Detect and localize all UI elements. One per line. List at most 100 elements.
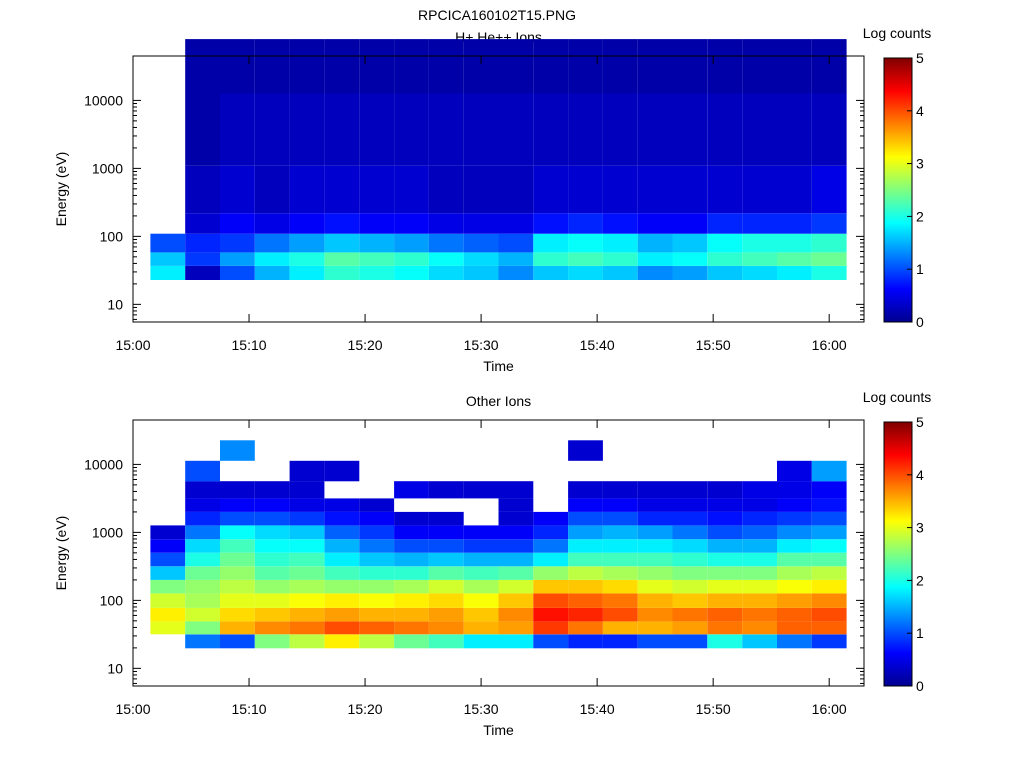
heatmap-cell xyxy=(777,552,812,567)
heatmap-cell xyxy=(707,566,743,580)
heatmap-cell xyxy=(150,579,186,594)
heatmap-cell xyxy=(359,93,395,166)
heatmap-cell xyxy=(359,539,395,553)
heatmap-cell xyxy=(359,525,395,540)
heatmap-cell xyxy=(463,552,499,567)
heatmap-cell xyxy=(672,481,708,499)
heatmap-cell xyxy=(777,593,812,608)
heatmap-cell xyxy=(394,593,429,608)
heatmap-cell xyxy=(602,252,638,266)
heatmap-cell xyxy=(672,165,708,214)
heatmap-cell xyxy=(498,566,534,580)
heatmap-cell xyxy=(254,39,290,94)
heatmap-cell xyxy=(707,511,743,526)
heatmap-cell xyxy=(428,539,464,553)
heatmap-cell xyxy=(289,511,325,526)
heatmap-cell xyxy=(254,213,290,234)
heatmap-cell xyxy=(777,579,812,594)
heatmap-cell xyxy=(289,165,325,214)
heatmap-cell xyxy=(498,634,534,649)
heatmap-cell xyxy=(324,39,360,94)
heatmap-cell xyxy=(289,213,325,234)
heatmap-cell xyxy=(811,607,847,622)
heatmap-cell xyxy=(672,566,708,580)
heatmap-cell xyxy=(637,39,673,94)
heatmap-cell xyxy=(324,539,360,553)
heatmap-cell xyxy=(428,634,464,649)
heatmap-cell xyxy=(811,511,847,526)
heatmap-cell xyxy=(742,481,777,499)
heatmap-cell xyxy=(254,165,290,214)
heatmap-cell xyxy=(707,233,743,253)
heatmap-cell xyxy=(602,525,638,540)
heatmap-cell xyxy=(742,607,777,622)
heatmap-cell xyxy=(707,593,743,608)
heatmap-cell xyxy=(811,593,847,608)
heatmap-cell xyxy=(324,525,360,540)
heatmap-cell xyxy=(498,525,534,540)
heatmap-cell xyxy=(777,481,812,499)
heatmap-cell xyxy=(428,621,464,635)
heatmap-cell xyxy=(220,213,255,234)
heatmap-cell xyxy=(742,498,777,512)
heatmap-cell xyxy=(742,593,777,608)
heatmap-cell xyxy=(359,607,395,622)
heatmap-cell xyxy=(533,93,569,166)
colorbar-tick-label: 4 xyxy=(916,103,924,119)
heatmap-cell xyxy=(289,39,325,94)
heatmap-cell xyxy=(428,39,464,94)
heatmap-cell xyxy=(359,593,395,608)
x-axis-label: Time xyxy=(483,358,514,374)
heatmap-cell xyxy=(185,481,220,499)
heatmap-cell xyxy=(324,165,360,214)
heatmap-cell xyxy=(428,265,464,280)
heatmap-cell xyxy=(811,165,847,214)
heatmap-cell xyxy=(428,579,464,594)
heatmap-cell xyxy=(185,460,220,482)
x-tick-label: 16:00 xyxy=(812,701,847,717)
heatmap-cell xyxy=(533,525,569,540)
colorbar xyxy=(883,57,913,323)
heatmap-cell xyxy=(533,265,569,280)
heatmap-cell xyxy=(394,621,429,635)
heatmap-cell xyxy=(533,539,569,553)
y-tick-label: 10000 xyxy=(84,456,123,472)
colorbar-tick-label: 1 xyxy=(916,625,924,641)
heatmap-cell xyxy=(498,593,534,608)
y-tick-label: 1000 xyxy=(92,524,123,540)
x-tick-label: 15:10 xyxy=(232,337,267,353)
heatmap-cell xyxy=(394,233,429,253)
heatmap-cell xyxy=(602,579,638,594)
heatmap-cell xyxy=(185,233,220,253)
heatmap-cell xyxy=(289,579,325,594)
heatmap-cell xyxy=(672,621,708,635)
heatmap-cell xyxy=(742,634,777,649)
heatmap-cell xyxy=(220,607,255,622)
heatmap-cell xyxy=(707,498,743,512)
heatmap-cell xyxy=(185,39,220,94)
heatmap-cell xyxy=(707,621,743,635)
heatmap-cell xyxy=(707,213,743,234)
heatmap-cell xyxy=(289,233,325,253)
heatmap-cell xyxy=(463,481,499,499)
heatmap-cell xyxy=(672,233,708,253)
heatmap-cell xyxy=(359,552,395,567)
heatmap-cell xyxy=(707,634,743,649)
colorbar-tick-label: 1 xyxy=(916,261,924,277)
heatmap-cell xyxy=(498,233,534,253)
heatmap-cell xyxy=(498,621,534,635)
heatmap-cell xyxy=(463,607,499,622)
heatmap-cell xyxy=(394,566,429,580)
heatmap-cell xyxy=(498,552,534,567)
heatmap-cell xyxy=(637,252,673,266)
heatmap-cell xyxy=(220,481,255,499)
heatmap-cell xyxy=(742,511,777,526)
heatmap-cell xyxy=(811,233,847,253)
heatmap-cell xyxy=(533,233,569,253)
colorbar-label: Log counts xyxy=(863,389,932,405)
heatmap-cell xyxy=(463,579,499,594)
heatmap-cell xyxy=(220,579,255,594)
x-tick-label: 15:50 xyxy=(696,337,731,353)
x-tick-label: 15:10 xyxy=(232,701,267,717)
heatmap-cell xyxy=(568,440,603,461)
